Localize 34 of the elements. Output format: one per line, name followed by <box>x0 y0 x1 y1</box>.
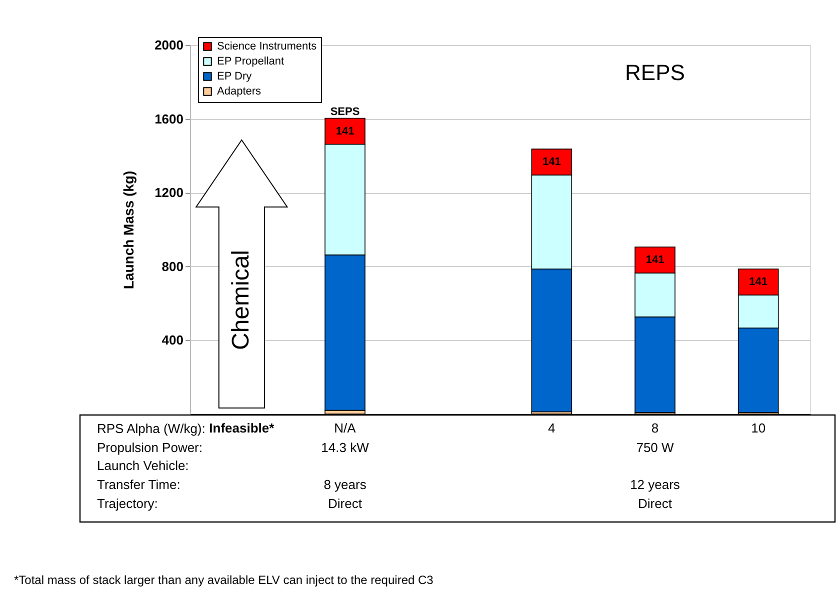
legend-label: EP Dry <box>217 70 252 82</box>
text: Direct <box>328 496 362 511</box>
text: Trajectory: <box>97 496 158 511</box>
x-tick-label: 8 <box>651 420 659 436</box>
annotation: Chemical <box>228 250 255 350</box>
legend-label: EP Propellant <box>217 56 284 68</box>
legend-label: Adapters <box>217 86 262 98</box>
x-tick-label: 4 <box>548 420 556 436</box>
x-tick-label: 10 <box>751 420 766 436</box>
annotation: SEPS <box>330 106 360 118</box>
y-axis-title: Launch Mass (kg) <box>120 170 137 290</box>
text: Direct <box>638 496 672 511</box>
x-tick-label: Infeasible* <box>209 420 276 436</box>
y-tick-label: 2000 <box>154 38 184 52</box>
legend-label: Science Instruments <box>217 40 318 52</box>
text: 750 W <box>636 440 675 455</box>
y-tick-label: 400 <box>162 332 184 348</box>
text: 12 years <box>630 477 680 492</box>
data-label: 141 <box>646 254 664 266</box>
text: Propulsion Power: <box>97 440 202 455</box>
data-label: 141 <box>336 125 354 138</box>
text: Launch Vehicle: <box>97 458 189 473</box>
x-axis-title: RPS Alpha (W/kg): <box>97 421 206 436</box>
annotation: REPS <box>625 60 685 85</box>
data-label: 141 <box>542 156 561 168</box>
text: *Total mass of stack larger than any available ELV can inject to the required C3 <box>14 573 434 587</box>
y-tick-label: 800 <box>162 258 184 274</box>
text: 14.3 kW <box>321 440 370 455</box>
text: 8 years <box>324 477 367 492</box>
y-tick-label: 1200 <box>154 185 184 200</box>
y-tick-label: 1600 <box>154 111 184 126</box>
x-tick-label: N/A <box>334 420 356 436</box>
text: Transfer Time: <box>97 477 180 492</box>
data-label: 141 <box>749 276 768 288</box>
